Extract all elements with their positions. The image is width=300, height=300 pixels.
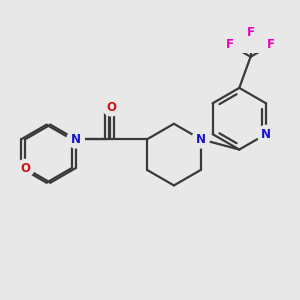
Circle shape: [257, 125, 275, 143]
Text: F: F: [247, 26, 255, 39]
Circle shape: [262, 36, 280, 54]
Circle shape: [192, 130, 209, 148]
Circle shape: [242, 24, 260, 42]
Text: O: O: [20, 162, 30, 175]
Circle shape: [221, 36, 238, 54]
Text: N: N: [196, 133, 206, 146]
Text: F: F: [267, 38, 275, 51]
Text: N: N: [70, 133, 80, 146]
Text: F: F: [226, 38, 234, 51]
Circle shape: [67, 130, 84, 148]
Circle shape: [16, 159, 34, 177]
Text: N: N: [261, 128, 271, 141]
Text: O: O: [106, 100, 116, 114]
Circle shape: [103, 98, 120, 116]
